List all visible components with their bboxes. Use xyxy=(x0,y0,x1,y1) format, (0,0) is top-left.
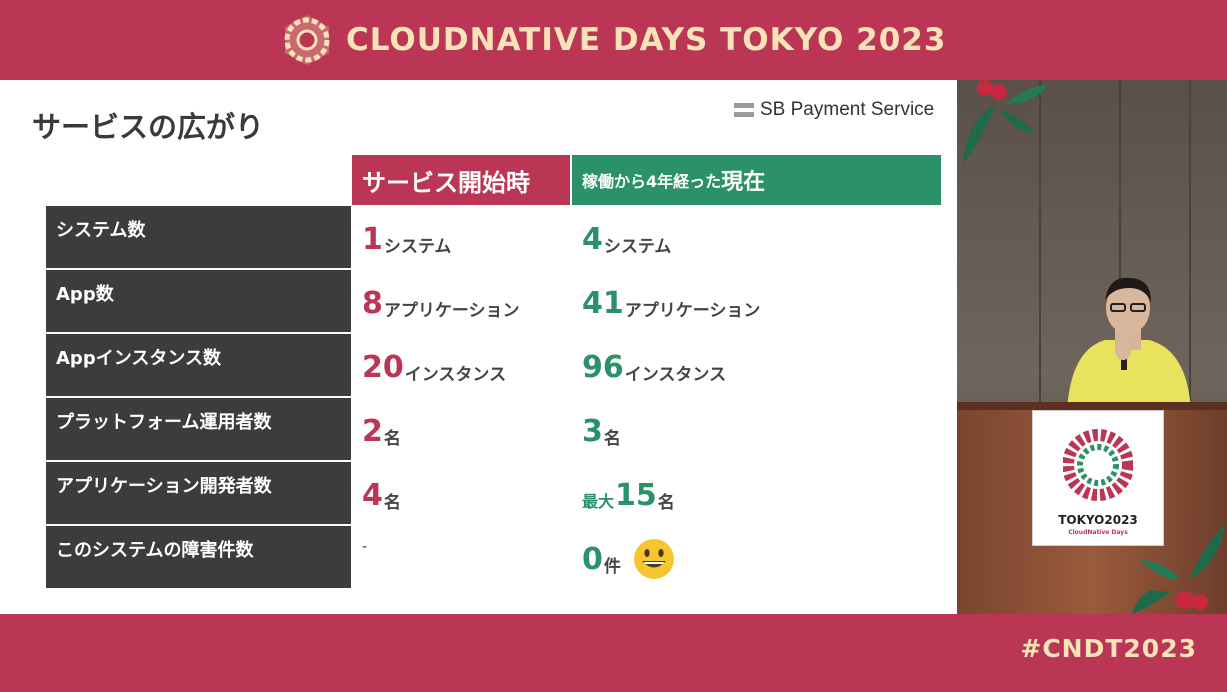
now-unit: システム xyxy=(603,236,672,257)
now-value: 4 システム xyxy=(582,208,671,270)
event-hashtag: #CNDT2023 xyxy=(1020,634,1197,663)
start-number: 1 xyxy=(362,221,383,257)
start-number: 20 xyxy=(362,349,404,385)
start-unit: アプリケーション xyxy=(383,300,520,321)
start-unit: 名 xyxy=(383,492,401,513)
event-logo-icon xyxy=(1063,429,1133,501)
column-header-now: 稼働から4年経った 現在 xyxy=(572,155,941,205)
start-number: 8 xyxy=(362,285,383,321)
row-label: Appインスタンス数 xyxy=(46,334,351,396)
event-title: CLOUDNATIVE DAYS TOKYO 2023 xyxy=(346,22,947,58)
now-value: 最大 15 名 xyxy=(582,464,675,526)
speaker-figure xyxy=(1067,277,1191,410)
grinning-face-icon xyxy=(633,539,674,579)
start-number: 4 xyxy=(362,477,383,513)
now-number: 3 xyxy=(582,413,603,449)
sign-subtitle: CloudNative Days xyxy=(1068,529,1128,536)
now-number: 0 xyxy=(582,541,603,577)
row-label: プラットフォーム運用者数 xyxy=(46,398,351,460)
row-label: アプリケーション開発者数 xyxy=(46,462,351,524)
brand-logo: SB Payment Service xyxy=(734,98,934,122)
holly-decoration-icon xyxy=(963,80,1047,164)
presentation-slide: サービスの広がり SB Payment Service サービス開始時 稼働から… xyxy=(0,80,957,614)
now-number: 15 xyxy=(615,477,657,513)
start-unit: 名 xyxy=(383,428,401,449)
now-number: 96 xyxy=(582,349,624,385)
start-number: 2 xyxy=(362,413,383,449)
now-value: 41 アプリケーション xyxy=(582,272,760,334)
brand-name: SB Payment Service xyxy=(760,99,935,120)
event-footer xyxy=(0,614,1227,692)
start-value: - xyxy=(362,516,367,578)
now-value: 96 インスタンス xyxy=(582,336,726,398)
column-header-now-main: 現在 xyxy=(721,170,766,195)
column-header-now-prefix: 稼働から4年経った xyxy=(582,172,722,191)
start-unit: インスタンス xyxy=(404,364,507,385)
slide-title: サービスの広がり xyxy=(32,110,265,144)
now-unit: 名 xyxy=(657,492,675,513)
now-prefix: 最大 xyxy=(582,492,615,511)
now-unit: 名 xyxy=(603,428,621,449)
speaker-camera-feed: TOKYO2023 CloudNative Days xyxy=(957,80,1227,614)
event-header xyxy=(0,0,1227,80)
now-unit: 件 xyxy=(603,556,621,577)
holly-decoration-icon xyxy=(1132,524,1225,614)
now-unit: アプリケーション xyxy=(624,300,761,321)
row-label: システム数 xyxy=(46,206,351,268)
now-number: 41 xyxy=(582,285,624,321)
brand-mark-icon xyxy=(734,103,754,117)
sign-title: TOKYO2023 xyxy=(1058,513,1138,527)
event-logo-icon xyxy=(284,15,330,65)
podium-sign: TOKYO2023 CloudNative Days xyxy=(1032,410,1164,546)
start-dash: - xyxy=(362,539,368,555)
start-value: 8 アプリケーション xyxy=(362,272,520,334)
row-label: このシステムの障害件数 xyxy=(46,526,351,588)
now-number: 4 xyxy=(582,221,603,257)
start-value: 20 インスタンス xyxy=(362,336,506,398)
now-unit: インスタンス xyxy=(624,364,727,385)
start-unit: システム xyxy=(383,236,452,257)
start-value: 1 システム xyxy=(362,208,451,270)
row-label: App数 xyxy=(46,270,351,332)
column-header-start: サービス開始時 xyxy=(352,155,570,205)
